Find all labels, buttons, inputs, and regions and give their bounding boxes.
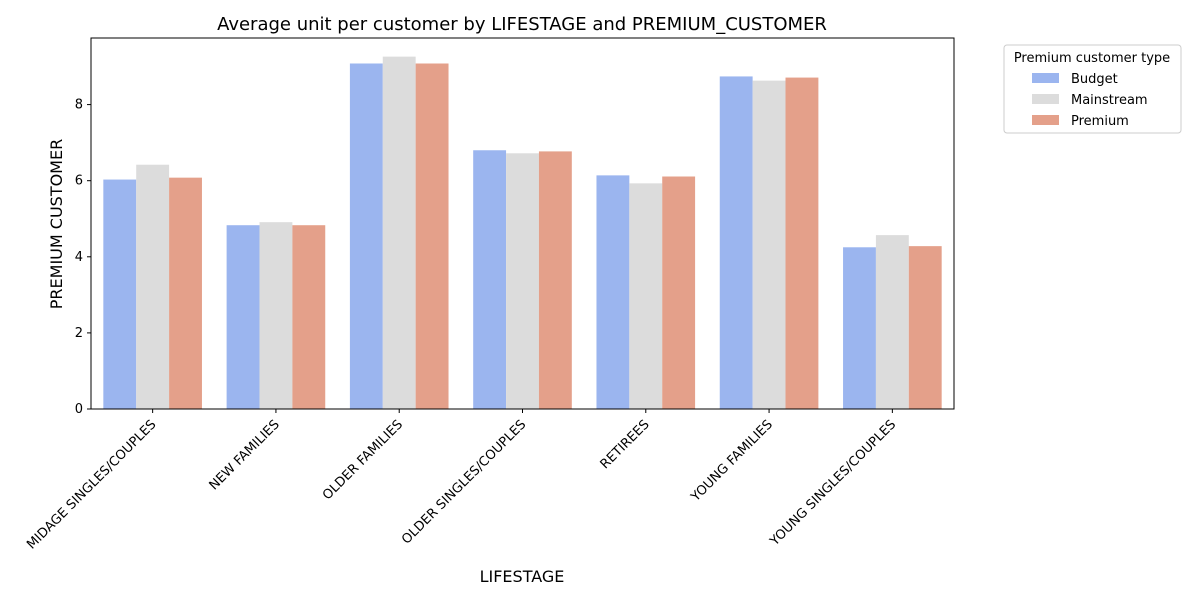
- y-axis-label: PREMIUM CUSTOMER: [47, 139, 66, 309]
- bar-premium-3: [538, 151, 572, 409]
- bar-premium-2: [415, 63, 449, 410]
- bar-mainstream-0: [136, 164, 170, 409]
- x-tick-label: YOUNG FAMILIES: [688, 417, 776, 505]
- x-tick-label: OLDER SINGLES/COUPLES: [399, 417, 529, 547]
- y-tick-label: 2: [75, 326, 83, 341]
- y-tick-label: 6: [75, 174, 83, 189]
- bar-premium-4: [662, 176, 696, 409]
- legend-swatch: [1032, 115, 1059, 125]
- x-tick-label: RETIREES: [598, 417, 653, 472]
- bar-budget-3: [473, 150, 507, 409]
- y-tick-label: 0: [75, 402, 83, 417]
- x-tick-label: NEW FAMILIES: [207, 417, 283, 493]
- bar-mainstream-2: [382, 56, 416, 409]
- x-tick-label: OLDER FAMILIES: [320, 417, 406, 503]
- bar-budget-0: [103, 179, 137, 409]
- bar-mainstream-4: [629, 183, 663, 409]
- x-tick-label: MIDAGE SINGLES/COUPLES: [24, 417, 159, 552]
- legend-swatch: [1032, 94, 1059, 104]
- bar-budget-2: [349, 63, 383, 410]
- y-tick-label: 4: [75, 250, 83, 265]
- legend-box: [1003, 44, 1182, 134]
- bar-premium-1: [292, 225, 326, 409]
- legend: Premium customer type Budget Mainstream Pre…: [1003, 44, 1182, 134]
- legend-swatch: [1032, 73, 1059, 83]
- bar-mainstream-5: [752, 80, 786, 410]
- bar-budget-1: [226, 225, 260, 409]
- bar-budget-4: [596, 175, 630, 409]
- x-tick-label: YOUNG SINGLES/COUPLES: [767, 417, 899, 549]
- chart-title: Average unit per customer by LIFESTAGE a…: [217, 14, 827, 35]
- bar-mainstream-6: [875, 235, 909, 409]
- y-tick-label: 8: [75, 98, 83, 113]
- bar-premium-0: [169, 177, 202, 409]
- bar-budget-6: [843, 247, 876, 409]
- x-axis-label: LIFESTAGE: [480, 567, 565, 586]
- bar-mainstream-1: [259, 222, 293, 409]
- legend-label: Mainstream: [1071, 93, 1148, 108]
- bar-premium-5: [785, 77, 819, 409]
- legend-title: Premium customer type: [1014, 51, 1170, 66]
- bar-mainstream-3: [506, 153, 539, 409]
- bar-budget-5: [719, 76, 753, 409]
- bar-premium-6: [908, 246, 942, 409]
- legend-label: Premium: [1071, 114, 1129, 129]
- legend-label: Budget: [1071, 72, 1118, 87]
